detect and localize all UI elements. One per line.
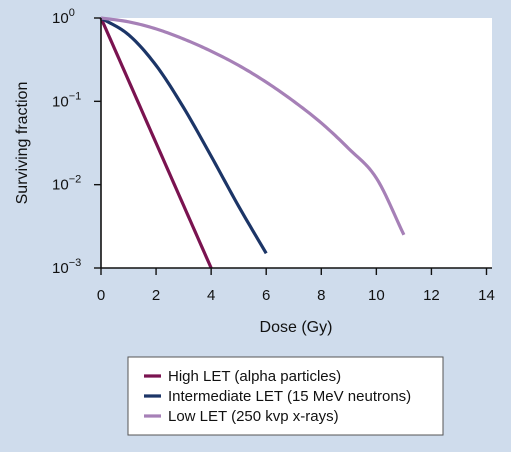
legend: High LET (alpha particles) Intermediate L… [127,356,444,436]
x-tick-label: 8 [317,287,325,304]
series-line-1 [99,17,213,269]
y-axis-title: Surviving fraction [14,82,31,205]
x-ticks: 0 2 4 6 8 10 12 14 [97,268,495,304]
plot-area [101,18,492,268]
x-tick-label: 2 [152,287,160,304]
x-axis-title: Dose (Gy) [260,319,333,336]
y-tick-label: 100 [52,7,75,27]
x-tick-label: 0 [97,287,105,304]
legend-label: Low LET (250 kvp x-rays) [168,408,339,425]
y-ticks: 100 10−1 10−2 10−3 [52,7,101,277]
x-tick-label: 10 [368,287,385,304]
x-tick-label: 4 [207,287,215,304]
y-tick-label: 10−3 [52,257,81,277]
series-line-2 [100,16,268,255]
legend-box [127,356,444,436]
legend-label: High LET (alpha particles) [168,368,341,385]
series-layer [99,16,406,269]
x-tick-label: 14 [478,287,495,304]
y-tick-label: 10−2 [52,174,81,194]
legend-label: Intermediate LET (15 MeV neutrons) [168,388,411,405]
x-tick-label: 6 [262,287,270,304]
series-line-3 [100,16,406,236]
x-tick-label: 12 [423,287,440,304]
y-tick-label: 10−1 [52,90,81,110]
